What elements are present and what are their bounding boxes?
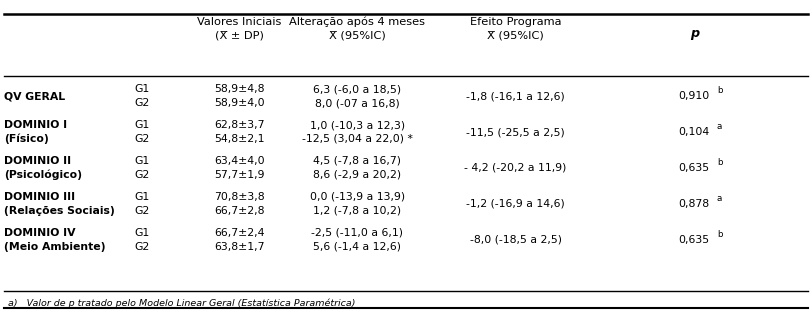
Text: (X̅ ± DP): (X̅ ± DP) [215, 31, 264, 41]
Text: DOMINIO IV: DOMINIO IV [4, 228, 75, 238]
Text: G2: G2 [135, 134, 149, 144]
Text: 66,7±2,4: 66,7±2,4 [214, 228, 264, 238]
Text: 66,7±2,8: 66,7±2,8 [214, 206, 264, 216]
Text: DOMINIO II: DOMINIO II [4, 156, 71, 166]
Text: 70,8±3,8: 70,8±3,8 [214, 192, 264, 202]
Text: DOMINIO I: DOMINIO I [4, 120, 67, 130]
Text: -2,5 (-11,0 a 6,1): -2,5 (-11,0 a 6,1) [311, 228, 403, 238]
Text: 4,5 (-7,8 a 16,7): 4,5 (-7,8 a 16,7) [313, 156, 401, 166]
Text: G1: G1 [135, 156, 149, 166]
Text: -12,5 (3,04 a 22,0) *: -12,5 (3,04 a 22,0) * [302, 134, 412, 144]
Text: (Relações Sociais): (Relações Sociais) [4, 206, 114, 216]
Text: p: p [689, 27, 698, 40]
Text: 0,0 (-13,9 a 13,9): 0,0 (-13,9 a 13,9) [309, 192, 405, 202]
Text: 0,878: 0,878 [678, 199, 709, 209]
Text: 54,8±2,1: 54,8±2,1 [214, 134, 264, 144]
Text: a: a [716, 194, 722, 203]
Text: G1: G1 [135, 84, 149, 94]
Text: a)   Valor de p tratado pelo Modelo Linear Geral (Estatística Paramétrica): a) Valor de p tratado pelo Modelo Linear… [8, 298, 355, 308]
Text: (Meio Ambiente): (Meio Ambiente) [4, 242, 105, 252]
Text: QV GERAL: QV GERAL [4, 91, 65, 101]
Text: b: b [716, 230, 722, 238]
Text: 63,4±4,0: 63,4±4,0 [214, 156, 264, 166]
Text: Alteração após 4 meses: Alteração após 4 meses [289, 16, 425, 27]
Text: a: a [716, 122, 722, 131]
Text: 8,6 (-2,9 a 20,2): 8,6 (-2,9 a 20,2) [313, 170, 401, 180]
Text: (Físico): (Físico) [4, 134, 49, 144]
Text: G2: G2 [135, 98, 149, 108]
Text: 63,8±1,7: 63,8±1,7 [214, 242, 264, 252]
Text: 0,635: 0,635 [678, 235, 709, 245]
Text: b: b [716, 86, 722, 95]
Text: 8,0 (-07 a 16,8): 8,0 (-07 a 16,8) [315, 98, 399, 108]
Text: b: b [716, 158, 722, 167]
Text: G1: G1 [135, 120, 149, 130]
Text: X̅ (95%IC): X̅ (95%IC) [328, 31, 385, 41]
Text: G1: G1 [135, 192, 149, 202]
Text: G1: G1 [135, 228, 149, 238]
Text: G2: G2 [135, 242, 149, 252]
Text: -8,0 (-18,5 a 2,5): -8,0 (-18,5 a 2,5) [469, 235, 561, 245]
Text: G2: G2 [135, 170, 149, 180]
Text: 58,9±4,0: 58,9±4,0 [214, 98, 264, 108]
Text: X̅ (95%IC): X̅ (95%IC) [487, 31, 543, 41]
Text: (Psicológico): (Psicológico) [4, 169, 82, 180]
Text: DOMINIO III: DOMINIO III [4, 192, 75, 202]
Text: 5,6 (-1,4 a 12,6): 5,6 (-1,4 a 12,6) [313, 242, 401, 252]
Text: 1,0 (-10,3 a 12,3): 1,0 (-10,3 a 12,3) [309, 120, 405, 130]
Text: 6,3 (-6,0 a 18,5): 6,3 (-6,0 a 18,5) [313, 84, 401, 94]
Text: Valores Iniciais: Valores Iniciais [197, 17, 281, 27]
Text: -1,2 (-16,9 a 14,6): -1,2 (-16,9 a 14,6) [466, 199, 564, 209]
Text: -1,8 (-16,1 a 12,6): -1,8 (-16,1 a 12,6) [466, 91, 564, 101]
Text: 0,635: 0,635 [678, 163, 709, 173]
Text: -11,5 (-25,5 a 2,5): -11,5 (-25,5 a 2,5) [466, 127, 564, 137]
Text: 0,104: 0,104 [678, 127, 709, 137]
Text: - 4,2 (-20,2 a 11,9): - 4,2 (-20,2 a 11,9) [464, 163, 566, 173]
Text: 0,910: 0,910 [678, 91, 709, 101]
Text: 1,2 (-7,8 a 10,2): 1,2 (-7,8 a 10,2) [313, 206, 401, 216]
Text: 62,8±3,7: 62,8±3,7 [214, 120, 264, 130]
Text: 58,9±4,8: 58,9±4,8 [214, 84, 264, 94]
Text: Efeito Programa: Efeito Programa [470, 17, 560, 27]
Text: G2: G2 [135, 206, 149, 216]
Text: 57,7±1,9: 57,7±1,9 [214, 170, 264, 180]
